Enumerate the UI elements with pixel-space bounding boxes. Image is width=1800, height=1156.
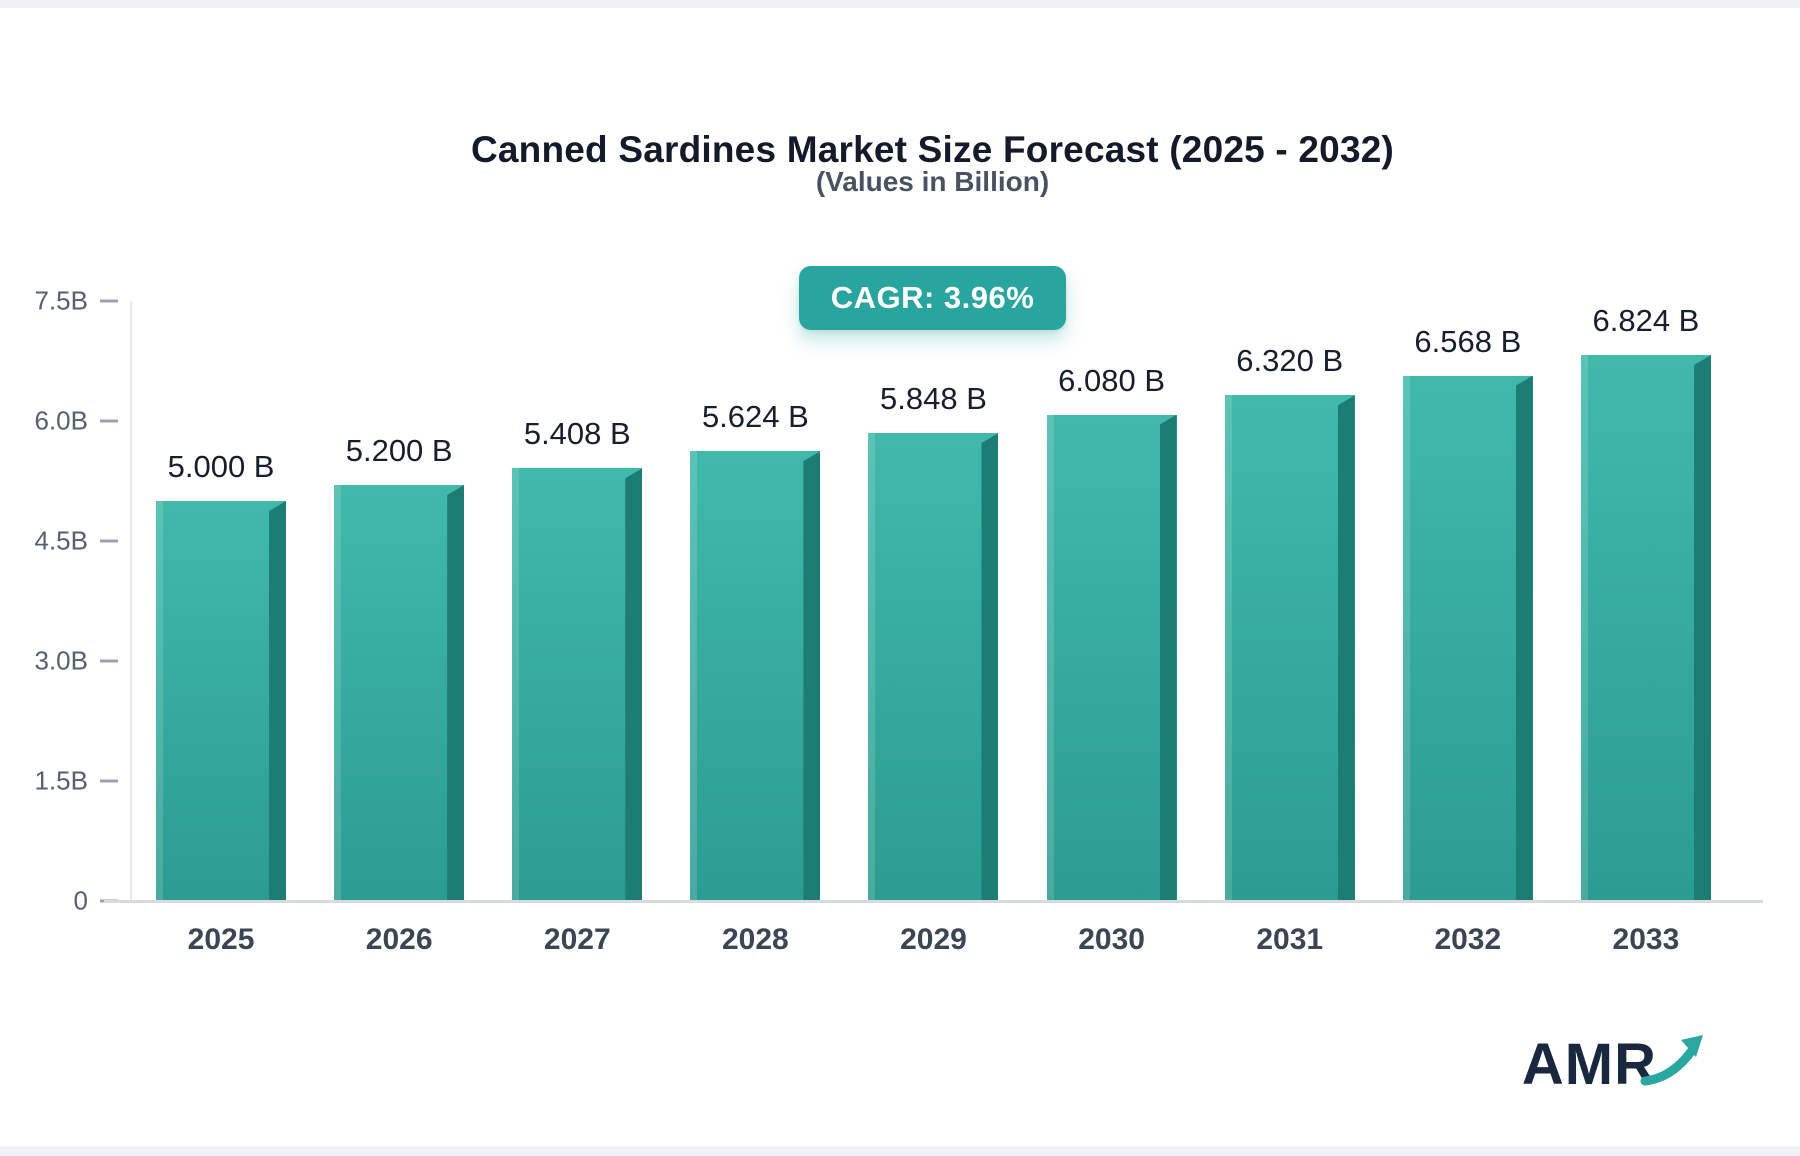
bar-value-label: 5.624 B xyxy=(701,399,809,435)
amr-logo-text: AMR xyxy=(1521,1032,1657,1097)
trending-up-arrow-icon xyxy=(1640,1034,1703,1085)
x-axis-label: 2025 xyxy=(187,923,255,956)
y-axis-tick-label: 6.0B xyxy=(34,405,89,436)
x-axis-label: 2033 xyxy=(1612,923,1680,956)
y-axis-tick: 1.5B xyxy=(34,765,118,797)
bar-group-2033: 6.824 B 2033 xyxy=(1557,301,1735,956)
bar-2025 xyxy=(156,501,287,901)
y-axis-tick: 6.0B xyxy=(34,405,118,437)
bar-value-label: 5.000 B xyxy=(167,449,275,484)
x-axis-label: 2028 xyxy=(722,923,789,956)
bar-2030 xyxy=(1046,414,1177,902)
y-axis-tick-mark xyxy=(100,539,118,543)
bar-group-2029: 5.848 B 2029 xyxy=(844,301,1022,956)
cagr-badge: CAGR: 3.96% xyxy=(798,266,1067,330)
bar-chart-plot-area: 7.5B 6.0B 4.5B 3.0B 1.5B 0 5.000 B 2025 5.200 B… xyxy=(35,286,1763,956)
bar-group-2032: 6.568 B 2032 xyxy=(1379,301,1557,956)
chart-subtitle: (Values in Billion) xyxy=(815,166,1050,197)
x-axis-label: 2031 xyxy=(1256,923,1324,956)
y-axis-tick-label: 1.5B xyxy=(34,765,89,796)
x-axis-label: 2026 xyxy=(365,923,433,956)
bar-value-label: 6.320 B xyxy=(1236,343,1344,379)
y-axis-tick-mark xyxy=(100,299,118,303)
amr-logo: AMR xyxy=(1522,1031,1705,1098)
y-axis-tick: 7.5B xyxy=(34,285,118,317)
bar-group-2026: 5.200 B 2026 xyxy=(310,301,488,956)
y-axis-tick-label: 3.0B xyxy=(34,645,89,676)
y-axis-tick: 3.0B xyxy=(34,645,118,677)
bar-2027 xyxy=(512,468,643,901)
y-axis-tick-label: 4.5B xyxy=(34,525,89,556)
x-axis-label: 2032 xyxy=(1434,923,1502,956)
bar-2026 xyxy=(334,485,465,901)
x-axis-label: 2027 xyxy=(543,923,611,956)
x-axis-baseline xyxy=(104,900,1763,903)
bar-value-label: 5.848 B xyxy=(880,381,987,417)
bar-value-label: 6.824 B xyxy=(1592,303,1700,339)
bar-2029 xyxy=(868,433,999,901)
y-axis-tick-mark xyxy=(100,779,118,783)
x-axis-label: 2030 xyxy=(1078,923,1145,956)
bar-group-2025: 5.000 B 2025 xyxy=(132,301,310,956)
chart-title: Canned Sardines Market Size Forecast (20… xyxy=(470,128,1395,170)
y-axis-tick-label: 7.5B xyxy=(34,285,89,316)
bar-value-label: 6.568 B xyxy=(1414,323,1522,359)
bar-2033 xyxy=(1580,355,1711,901)
bar-value-label: 6.080 B xyxy=(1058,362,1166,398)
y-axis-tick-mark xyxy=(100,659,118,663)
bar-2028 xyxy=(690,451,821,901)
bar-group-2027: 5.408 B 2027 xyxy=(488,301,666,956)
x-axis-label: 2029 xyxy=(900,923,967,956)
bar-2031 xyxy=(1224,395,1355,901)
bar-value-label: 5.200 B xyxy=(345,433,453,468)
bar-series: 5.000 B 2025 5.200 B 2026 5.408 B 2027 5.624 B… xyxy=(132,301,1735,956)
bar-group-2031: 6.320 B 2031 xyxy=(1201,301,1379,956)
bar-group-2028: 5.624 B 2028 xyxy=(666,301,844,956)
bar-group-2030: 6.080 B 2030 xyxy=(1023,301,1201,956)
y-axis-tick-label: 0 xyxy=(73,885,88,916)
y-axis-tick-mark xyxy=(100,419,118,423)
bar-value-label: 5.408 B xyxy=(523,416,631,452)
y-axis-tick: 4.5B xyxy=(34,525,118,557)
cagr-badge-row: CAGR: 3.96% xyxy=(130,266,1735,330)
bar-2032 xyxy=(1402,375,1533,902)
